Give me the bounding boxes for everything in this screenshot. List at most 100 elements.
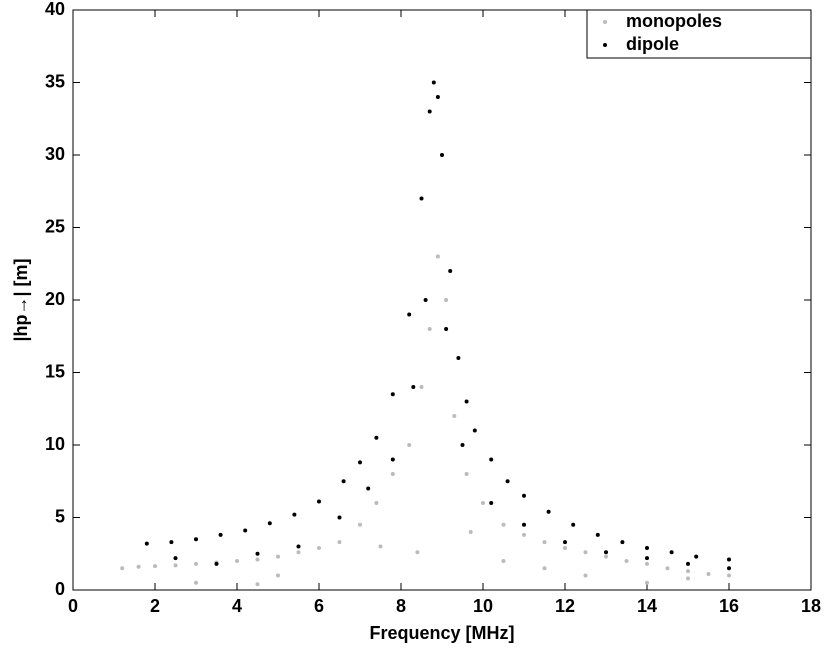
scatter-point — [173, 556, 178, 561]
scatter-point — [296, 550, 301, 555]
scatter-point — [194, 580, 198, 585]
scatter-point — [444, 327, 449, 331]
scatter-point — [374, 435, 379, 440]
scatter-point — [407, 443, 412, 447]
scatter-point — [522, 522, 526, 527]
scatter-point — [218, 532, 223, 537]
scatter-point — [431, 80, 436, 85]
scatter-point — [563, 545, 567, 550]
scatter-point — [317, 499, 321, 504]
scatter-point — [505, 479, 510, 484]
scatter-point — [194, 561, 198, 566]
x-tick-label: 2 — [150, 596, 160, 616]
scatter-point — [686, 561, 690, 566]
scatter-point — [427, 327, 432, 331]
scatter-point — [448, 269, 453, 273]
scatter-point — [665, 566, 670, 571]
y-tick-label: 25 — [45, 216, 65, 236]
scatter-point — [390, 457, 395, 462]
scatter-point — [411, 385, 416, 389]
scatter-point — [415, 550, 420, 555]
y-axis-label: |hp→| [m] — [11, 258, 31, 341]
y-tick-label: 10 — [45, 434, 65, 454]
scatter-point — [669, 550, 674, 555]
scatter-point — [546, 509, 551, 514]
scatter-point — [366, 486, 371, 491]
scatter-point — [390, 472, 395, 476]
x-tick-label: 14 — [637, 596, 657, 616]
y-tick-label: 40 — [45, 0, 65, 19]
scatter-point — [489, 457, 494, 462]
scatter-point — [472, 428, 477, 433]
scatter-point — [583, 573, 588, 578]
legend-marker — [603, 20, 607, 24]
scatter-point — [645, 556, 649, 561]
scatter-point — [464, 399, 469, 404]
scatter-point — [468, 530, 473, 534]
scatter-point — [374, 501, 379, 505]
scatter-point — [501, 522, 506, 527]
scatter-point — [706, 572, 711, 577]
scatter-point — [292, 512, 297, 517]
scatter-point — [563, 540, 567, 545]
scatter-point — [358, 522, 362, 527]
scatter-point — [595, 532, 600, 537]
scatter-point — [276, 554, 280, 559]
scatter-point — [501, 559, 506, 563]
scatter-point — [255, 551, 260, 556]
scatter-point — [144, 541, 149, 546]
x-tick-label: 16 — [719, 596, 739, 616]
scatter-point — [276, 573, 280, 578]
legend-label: monopoles — [626, 11, 722, 31]
scatter-point — [267, 521, 272, 526]
y-tick-label: 5 — [55, 506, 65, 526]
scatter-point — [235, 559, 239, 563]
scatter-point — [571, 522, 576, 527]
scatter-point — [583, 550, 588, 555]
legend-label: dipole — [626, 34, 679, 54]
scatter-point — [645, 580, 649, 585]
scatter-point — [444, 298, 449, 302]
scatter-point — [727, 573, 731, 578]
scatter-point — [255, 582, 260, 587]
scatter-point — [317, 545, 321, 550]
x-tick-label: 0 — [68, 596, 78, 616]
scatter-point — [120, 566, 125, 571]
scatter-point — [645, 545, 649, 550]
scatter-point — [136, 564, 141, 569]
scatter-point — [337, 540, 342, 545]
y-tick-label: 35 — [45, 71, 65, 91]
scatter-point — [440, 153, 444, 157]
x-tick-label: 18 — [801, 596, 821, 616]
plot-area — [72, 9, 812, 591]
legend — [586, 9, 812, 59]
scatter-point — [419, 196, 424, 201]
scatter-point — [169, 540, 174, 545]
scatter-point — [522, 493, 526, 498]
x-axis-label: Frequency [MHz] — [369, 623, 514, 643]
scatter-point — [456, 356, 461, 360]
scatter-point — [358, 460, 362, 465]
scatter-point — [481, 501, 485, 505]
scatter-point — [620, 540, 625, 545]
x-tick-label: 4 — [232, 596, 242, 616]
y-tick-label: 20 — [45, 289, 65, 309]
scatter-point — [604, 550, 608, 555]
scatter-point — [489, 501, 494, 505]
scatter-point — [214, 561, 219, 566]
y-tick-label: 30 — [45, 144, 65, 164]
scatter-point — [542, 540, 547, 545]
legend-marker — [603, 43, 607, 47]
scatter-point — [378, 544, 383, 549]
scatter-point — [694, 554, 699, 559]
scatter-point — [407, 312, 412, 317]
x-tick-label: 6 — [314, 596, 324, 616]
scatter-point — [173, 563, 178, 568]
y-tick-label: 0 — [55, 579, 65, 599]
scatter-point — [427, 109, 432, 114]
scatter-point — [727, 557, 731, 562]
scatter-point — [341, 479, 346, 484]
scatter-point — [296, 544, 301, 549]
scatter-point — [460, 443, 465, 447]
